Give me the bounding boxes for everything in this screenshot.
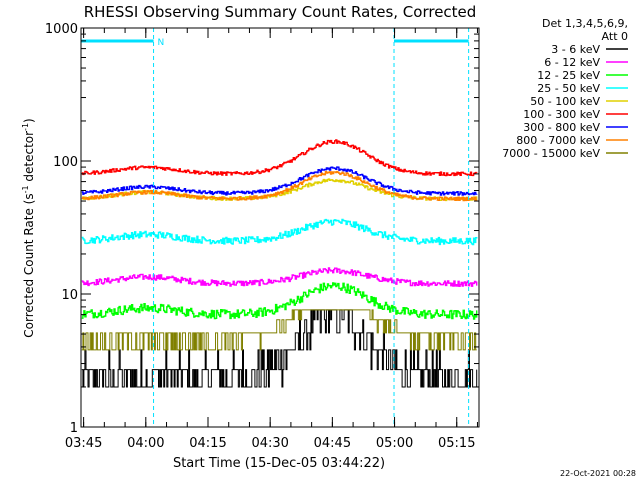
series-layer — [81, 139, 478, 388]
legend-header-1: Det 1,3,4,5,6,9, — [542, 17, 628, 30]
legend-label-6: 100 - 300 keV — [523, 108, 600, 121]
x-axis-label: Start Time (15-Dec-05 03:44:22) — [173, 456, 385, 471]
y-tick-label: 1 — [70, 421, 78, 436]
axes: 1 10 100 1000 03:45 04:00 04:15 04:30 04:45 05:00… — [45, 22, 480, 451]
legend-header-2: Att 0 — [602, 30, 628, 43]
series-line-1 — [81, 309, 478, 388]
legend-label-1: 3 - 6 keV — [551, 43, 600, 56]
legend-label-8: 800 - 7000 keV — [516, 134, 600, 147]
y-axis-label-sup1: -1 — [21, 185, 30, 193]
x-tick-label: 04:30 — [251, 436, 288, 451]
x-tick-label: 03:45 — [65, 436, 102, 451]
x-tick-label: 04:45 — [314, 436, 351, 451]
y-axis-label-main: Corrected Count Rate (s — [22, 193, 36, 337]
x-tick-label: 04:00 — [127, 436, 164, 451]
series-line-2 — [81, 267, 478, 287]
chart-title: RHESSI Observing Summary Count Rates, Co… — [84, 3, 477, 21]
y-axis-label-end: ) — [22, 118, 36, 123]
x-tick-label: 05:15 — [438, 436, 475, 451]
series-line-3 — [81, 282, 478, 320]
series-line-6 — [81, 139, 478, 177]
plot-frame — [80, 27, 480, 428]
series-line-9 — [81, 309, 477, 351]
x-tick-label: 04:15 — [189, 436, 226, 451]
series-line-4 — [81, 218, 478, 246]
y-axis-label-mid: detector — [22, 131, 36, 186]
y-tick-label: 100 — [53, 155, 78, 170]
series-line-8 — [81, 170, 478, 202]
y-tick-label: 1000 — [45, 22, 78, 37]
legend-label-9: 7000 - 15000 keV — [502, 147, 600, 160]
y-axis-label-sup2: -1 — [21, 123, 30, 131]
timestamp: 22-Oct-2021 00:28 — [560, 469, 636, 478]
legend-label-7: 300 - 800 keV — [523, 121, 600, 134]
legend-label-2: 6 - 12 keV — [544, 56, 600, 69]
y-tick-label: 10 — [61, 288, 78, 303]
y-axis-label: Corrected Count Rate (s-1 detector-1) — [21, 118, 36, 337]
legend-label-3: 12 - 25 keV — [537, 69, 600, 82]
legend-label-4: 25 - 50 keV — [537, 82, 600, 95]
night-marker-label: N — [158, 38, 165, 48]
series-line-7 — [81, 166, 478, 196]
x-tick-label: 05:00 — [376, 436, 413, 451]
legend-label-5: 50 - 100 keV — [530, 95, 600, 108]
